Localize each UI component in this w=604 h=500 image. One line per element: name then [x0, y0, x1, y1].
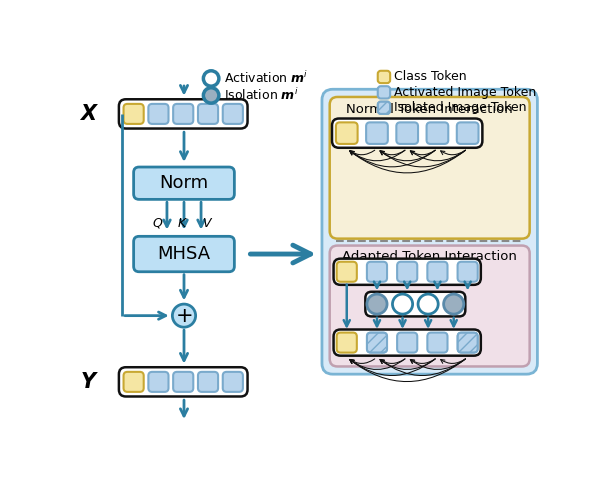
- FancyBboxPatch shape: [397, 332, 417, 352]
- FancyBboxPatch shape: [458, 262, 478, 282]
- FancyBboxPatch shape: [223, 104, 243, 124]
- Text: $V$: $V$: [202, 216, 213, 230]
- FancyBboxPatch shape: [378, 102, 390, 114]
- FancyBboxPatch shape: [330, 97, 530, 238]
- FancyBboxPatch shape: [133, 167, 234, 200]
- Text: MHSA: MHSA: [158, 245, 211, 263]
- FancyBboxPatch shape: [173, 104, 193, 124]
- FancyBboxPatch shape: [332, 118, 483, 148]
- FancyBboxPatch shape: [365, 292, 465, 316]
- FancyBboxPatch shape: [336, 332, 357, 352]
- FancyBboxPatch shape: [322, 90, 538, 374]
- Circle shape: [367, 294, 387, 314]
- Circle shape: [418, 294, 438, 314]
- FancyBboxPatch shape: [396, 122, 418, 144]
- FancyBboxPatch shape: [428, 262, 448, 282]
- FancyBboxPatch shape: [426, 122, 448, 144]
- Text: Isolation $\boldsymbol{m}^i$: Isolation $\boldsymbol{m}^i$: [223, 88, 298, 104]
- FancyBboxPatch shape: [149, 104, 169, 124]
- FancyBboxPatch shape: [378, 86, 390, 99]
- FancyBboxPatch shape: [378, 71, 390, 83]
- FancyBboxPatch shape: [367, 262, 387, 282]
- FancyBboxPatch shape: [330, 246, 530, 366]
- FancyBboxPatch shape: [133, 236, 234, 272]
- Circle shape: [204, 88, 219, 103]
- Text: Isolated Image Token: Isolated Image Token: [394, 101, 527, 114]
- FancyBboxPatch shape: [149, 372, 169, 392]
- Circle shape: [443, 294, 464, 314]
- Text: Normal Token Interaction: Normal Token Interaction: [346, 103, 513, 116]
- FancyBboxPatch shape: [333, 258, 481, 285]
- Text: Norm: Norm: [159, 174, 208, 192]
- Circle shape: [204, 71, 219, 86]
- FancyBboxPatch shape: [124, 372, 144, 392]
- FancyBboxPatch shape: [124, 104, 144, 124]
- FancyBboxPatch shape: [119, 100, 248, 128]
- FancyBboxPatch shape: [397, 262, 417, 282]
- Text: $K$: $K$: [177, 216, 188, 230]
- Circle shape: [172, 304, 196, 327]
- FancyBboxPatch shape: [457, 122, 478, 144]
- Text: Class Token: Class Token: [394, 70, 467, 84]
- Circle shape: [393, 294, 413, 314]
- FancyBboxPatch shape: [428, 332, 448, 352]
- FancyBboxPatch shape: [173, 372, 193, 392]
- FancyBboxPatch shape: [223, 372, 243, 392]
- FancyBboxPatch shape: [198, 372, 218, 392]
- FancyBboxPatch shape: [366, 122, 388, 144]
- Text: $\boldsymbol{Y}$: $\boldsymbol{Y}$: [80, 372, 99, 392]
- FancyBboxPatch shape: [458, 332, 478, 352]
- Text: Activation $\boldsymbol{m}^i$: Activation $\boldsymbol{m}^i$: [223, 70, 308, 86]
- FancyBboxPatch shape: [119, 367, 248, 396]
- FancyBboxPatch shape: [367, 332, 387, 352]
- Text: $\boldsymbol{X}$: $\boldsymbol{X}$: [80, 104, 100, 124]
- Text: $+$: $+$: [175, 306, 193, 326]
- FancyBboxPatch shape: [198, 104, 218, 124]
- Text: Adapted Token Interaction: Adapted Token Interaction: [342, 250, 517, 263]
- FancyBboxPatch shape: [336, 262, 357, 282]
- Text: Activated Image Token: Activated Image Token: [394, 86, 536, 99]
- FancyBboxPatch shape: [336, 122, 358, 144]
- FancyBboxPatch shape: [333, 330, 481, 355]
- Text: $Q$: $Q$: [152, 216, 163, 230]
